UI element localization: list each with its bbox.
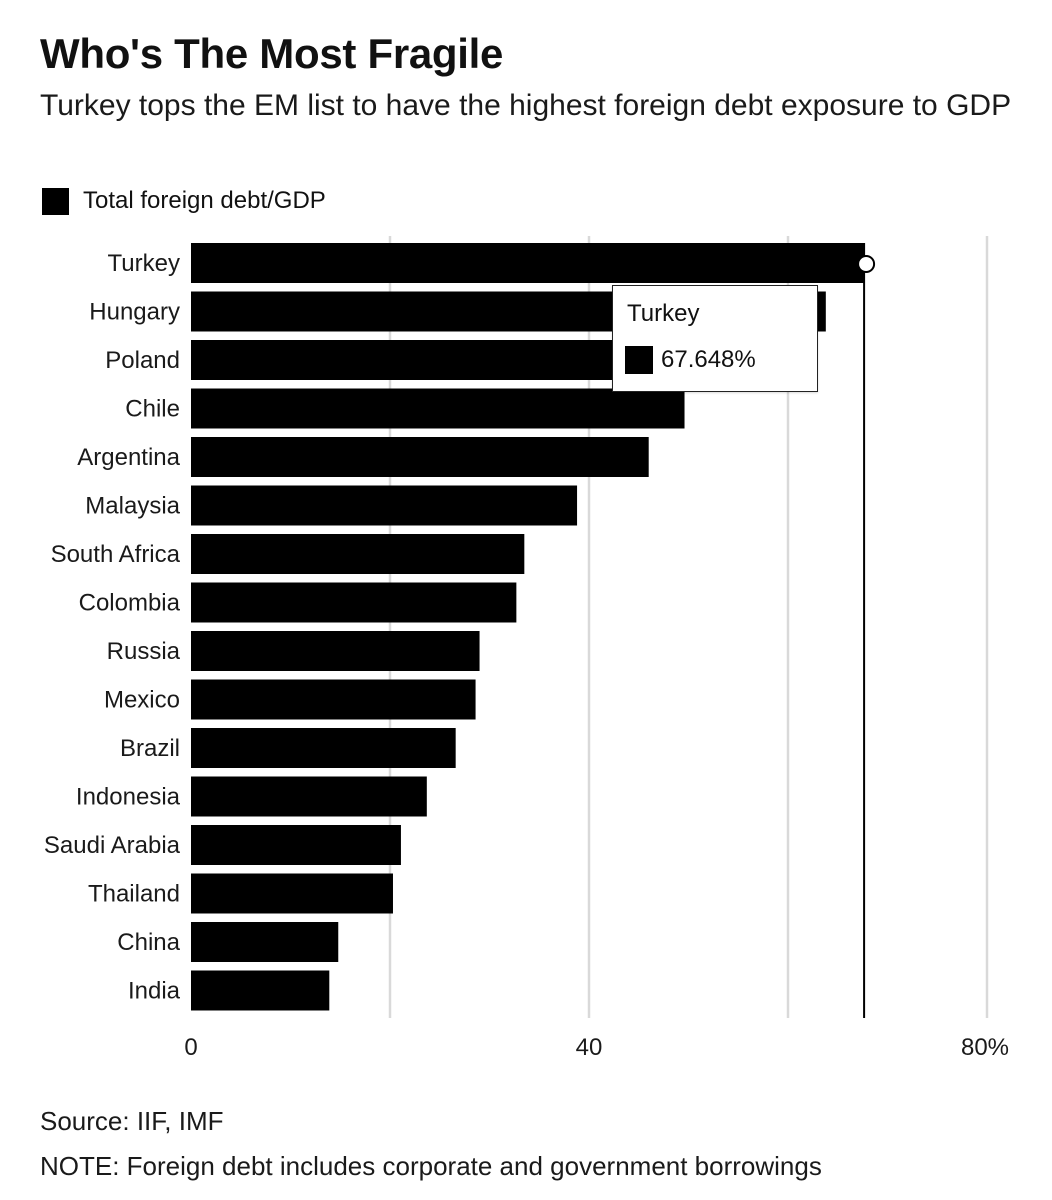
category-label: Mexico xyxy=(104,687,180,714)
bar-mexico[interactable] xyxy=(191,679,476,720)
bar-malaysia[interactable] xyxy=(191,485,578,526)
bar-brazil[interactable] xyxy=(191,728,456,768)
x-axis-ticks: 0 40 80% xyxy=(184,1034,1009,1061)
category-label: Chile xyxy=(125,396,180,423)
category-label: Malaysia xyxy=(85,493,180,520)
bar-thailand[interactable] xyxy=(191,873,393,914)
x-tick-label: 0 xyxy=(184,1034,197,1061)
bar-chile[interactable] xyxy=(191,388,685,429)
category-label: India xyxy=(128,978,181,1005)
category-label: Brazil xyxy=(120,735,180,762)
x-tick-label: 40 xyxy=(576,1034,603,1061)
bar-chart: Turkey Hungary Poland Chile Argentina Malaysi… xyxy=(44,236,1009,1061)
category-label: Argentina xyxy=(77,444,180,471)
category-label: Poland xyxy=(105,347,180,374)
tooltip-title: Turkey xyxy=(627,300,700,327)
category-label: Saudi Arabia xyxy=(44,832,181,859)
hover-indicator xyxy=(857,243,876,1018)
bar-south-africa[interactable] xyxy=(191,534,525,574)
chart-title: Who's The Most Fragile xyxy=(40,30,504,77)
bar-india[interactable] xyxy=(191,970,330,1011)
bar-argentina[interactable] xyxy=(191,437,649,477)
source-note: Source: IIF, IMF xyxy=(40,1106,224,1136)
bar-russia[interactable] xyxy=(191,631,480,671)
category-labels: Turkey Hungary Poland Chile Argentina Malaysi… xyxy=(44,250,181,1005)
category-label: Thailand xyxy=(88,881,180,908)
tooltip: Turkey 67.648% xyxy=(612,285,818,392)
bar-china[interactable] xyxy=(191,922,339,962)
chart-subtitle: Turkey tops the EM list to have the high… xyxy=(40,89,1012,122)
category-label: Indonesia xyxy=(76,784,181,811)
tooltip-swatch xyxy=(625,346,653,374)
tooltip-row: 67.648% xyxy=(625,346,756,374)
footnote: NOTE: Foreign debt includes corporate an… xyxy=(40,1151,822,1181)
legend-label: Total foreign debt/GDP xyxy=(83,187,326,214)
legend[interactable]: Total foreign debt/GDP xyxy=(42,187,326,215)
tooltip-value: 67.648% xyxy=(661,346,756,373)
category-label: Turkey xyxy=(108,250,180,277)
x-tick-label: 80% xyxy=(961,1034,1009,1061)
hover-marker xyxy=(857,255,876,273)
legend-swatch xyxy=(42,187,69,215)
category-label: China xyxy=(117,929,180,956)
category-label: South Africa xyxy=(51,541,181,568)
bar-colombia[interactable] xyxy=(191,582,517,623)
bar-indonesia[interactable] xyxy=(191,776,427,817)
category-label: Colombia xyxy=(79,590,181,617)
bar-saudi-arabia[interactable] xyxy=(191,825,401,865)
category-label: Russia xyxy=(107,638,181,665)
category-label: Hungary xyxy=(89,299,180,326)
bar-turkey[interactable] xyxy=(191,243,865,283)
